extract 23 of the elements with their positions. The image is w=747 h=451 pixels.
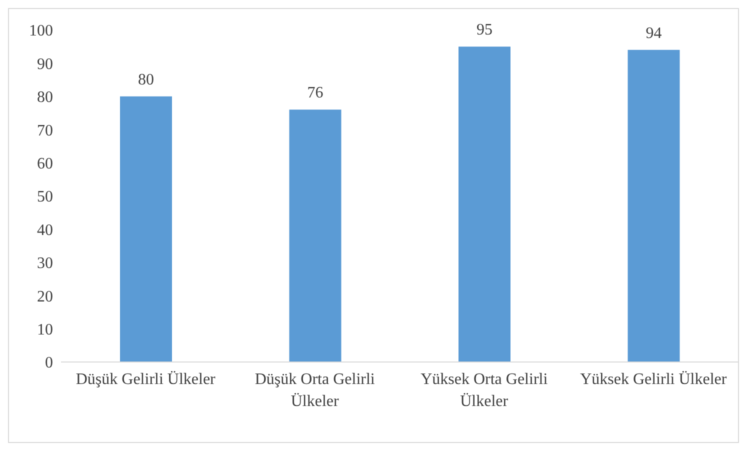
data-label: 76 [307, 84, 324, 102]
x-tick-label: Yüksek Orta Gelirli Ülkeler [420, 371, 548, 410]
y-tick-label: 60 [37, 155, 53, 172]
data-label: 94 [646, 24, 662, 42]
x-tick-label: Düşük Orta Gelirli Ülkeler [254, 371, 376, 410]
y-tick-label: 50 [37, 188, 53, 206]
x-tick-label: Düşük Gelirli Ülkeler [76, 371, 216, 388]
x-tick-label: Yüksek Gelirli Ülkeler [580, 371, 728, 388]
bar [628, 50, 680, 362]
data-label: 80 [138, 71, 154, 88]
y-tick-label: 40 [37, 222, 53, 239]
y-tick-label: 0 [45, 354, 53, 372]
y-tick-label: 90 [37, 56, 53, 73]
y-tick-label: 70 [37, 122, 53, 140]
data-label: 95 [476, 22, 492, 39]
bar [120, 96, 172, 362]
y-tick-label: 10 [37, 321, 53, 338]
bar [458, 46, 510, 362]
y-tick-label: 30 [37, 255, 53, 272]
y-tick-label: 100 [29, 22, 53, 40]
y-tick-label: 20 [37, 288, 53, 306]
bar [289, 110, 342, 362]
y-tick-label: 80 [37, 89, 53, 106]
